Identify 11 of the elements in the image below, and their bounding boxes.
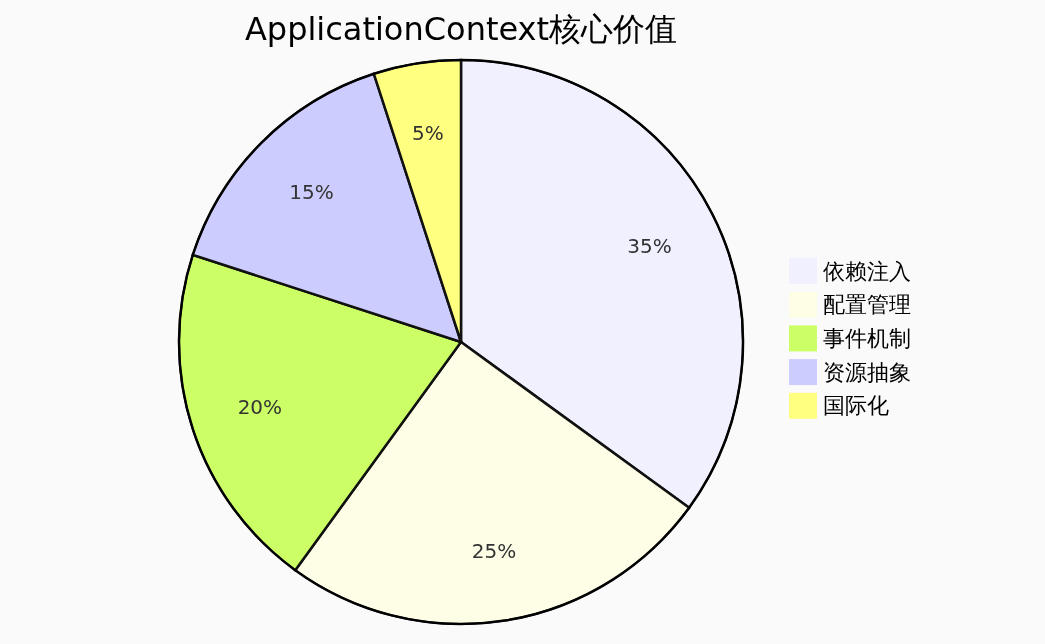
data-label: 35% bbox=[627, 233, 672, 258]
chart-title: ApplicationContext核心价值 bbox=[244, 10, 678, 48]
legend-label: 国际化 bbox=[823, 393, 889, 419]
data-label: 25% bbox=[471, 538, 517, 563]
data-label: 5% bbox=[412, 121, 444, 146]
data-label: 15% bbox=[289, 180, 334, 205]
data-label: 20% bbox=[237, 395, 283, 420]
legend-label: 资源抽象 bbox=[823, 359, 911, 385]
legend-label: 事件机制 bbox=[823, 325, 911, 351]
legend-label: 配置管理 bbox=[823, 292, 911, 318]
slice-label: 依赖注入 bbox=[823, 258, 911, 284]
